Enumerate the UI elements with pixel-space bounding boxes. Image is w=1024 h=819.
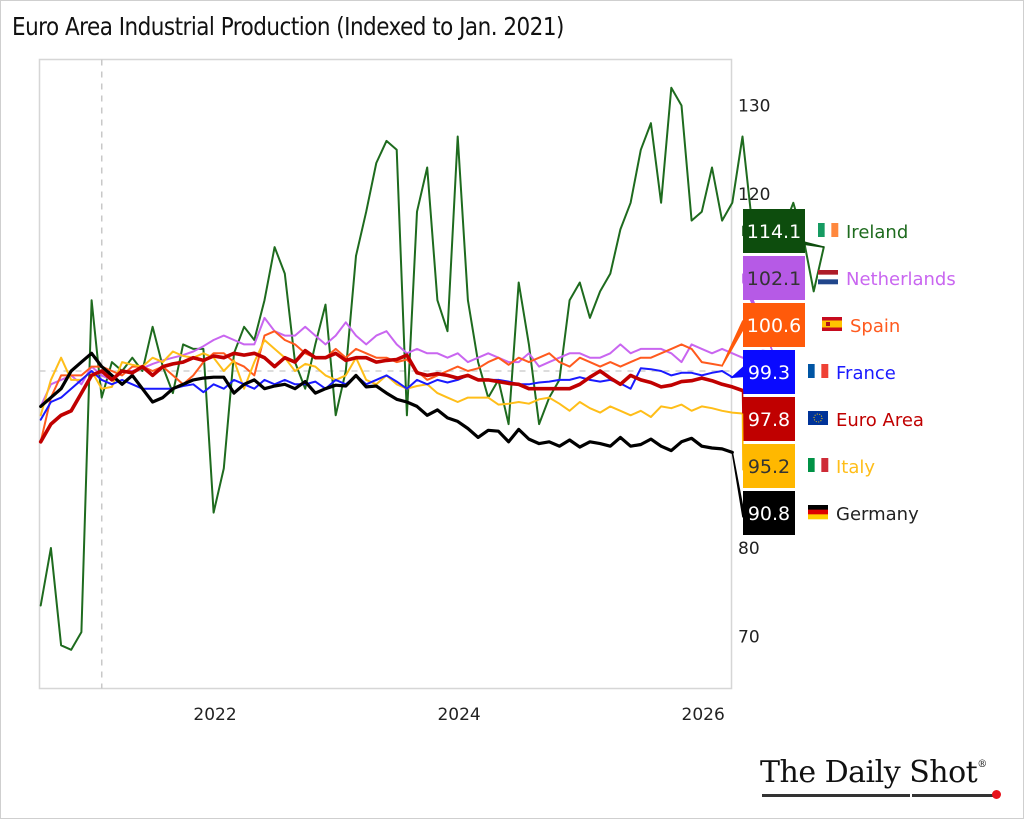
netherlands-flag-icon <box>818 270 838 285</box>
legend-label-ireland: Ireland <box>846 222 908 243</box>
tag-box-ireland <box>743 209 805 253</box>
tag-value-euro-area: 97.8 <box>748 409 790 431</box>
tag-value-germany: 90.8 <box>748 503 790 525</box>
plot-area <box>38 58 733 690</box>
value-tag-netherlands: 102.1 Netherlands <box>742 256 956 353</box>
legend-label-france: France <box>836 363 896 384</box>
value-tag-france: 99.3 France <box>730 350 896 394</box>
france-flag-icon <box>808 364 829 378</box>
brand-underline-left <box>762 794 910 797</box>
series-line-italy <box>39 339 744 418</box>
value-tag-italy: 95.2 Italy <box>741 413 875 488</box>
spain-flag-icon <box>822 317 842 331</box>
tag-value-spain: 100.6 <box>747 315 801 337</box>
tag-value-ireland: 114.1 <box>747 221 801 243</box>
chart-title: Euro Area Industrial Production (Indexed… <box>12 12 564 41</box>
tag-box-euro-area <box>743 397 795 441</box>
italy-flag-icon <box>808 458 829 472</box>
y-tick-label-130: 130 <box>738 97 770 117</box>
series-line-euro-area <box>38 348 745 444</box>
tag-pointer-france <box>730 365 744 379</box>
x-tick-label-2024: 2024 <box>437 705 480 725</box>
tag-pointer-germany <box>731 452 744 518</box>
y-tick-label-120: 120 <box>738 185 770 205</box>
legend-label-netherlands: Netherlands <box>846 269 956 290</box>
brand-logo: The Daily Shot® <box>760 755 987 790</box>
legend-label-italy: Italy <box>836 457 875 478</box>
tag-value-france: 99.3 <box>748 362 790 384</box>
tag-value-netherlands: 102.1 <box>747 268 801 290</box>
tag-box-netherlands <box>743 256 805 300</box>
legend-label-spain: Spain <box>850 316 900 337</box>
legend-label-euro-area: Euro Area <box>836 410 924 431</box>
tag-box-italy <box>743 444 795 488</box>
brand-underline-right <box>912 794 994 797</box>
value-tag-euro-area: 97.8 Euro Area <box>741 390 924 441</box>
brand-name: The Daily Shot <box>760 755 978 790</box>
tag-box-france <box>743 350 795 394</box>
tag-value-italy: 95.2 <box>748 456 790 478</box>
series-line-netherlands <box>39 316 774 408</box>
series-line-spain <box>39 330 724 443</box>
germany-flag-icon <box>808 505 828 520</box>
value-tag-spain: 100.6 Spain <box>721 303 900 367</box>
y-tick-label-80: 80 <box>738 539 760 559</box>
legend-label-germany: Germany <box>836 504 919 525</box>
tag-pointer-italy <box>741 413 744 471</box>
tag-box-spain <box>743 303 805 347</box>
x-tick-label-2026: 2026 <box>682 705 725 725</box>
brand-red-dot <box>992 790 1001 799</box>
value-tag-germany: 90.8 Germany <box>731 452 919 535</box>
eu-flag-icon <box>808 411 828 425</box>
tag-box-germany <box>743 491 795 535</box>
ireland-flag-icon <box>818 223 839 237</box>
brand-registered-mark: ® <box>977 759 987 770</box>
y-tick-label-70: 70 <box>738 628 760 648</box>
x-tick-label-2022: 2022 <box>193 705 236 725</box>
series-line-germany <box>39 351 734 454</box>
value-tag-ireland: 114.1 Ireland <box>742 209 908 253</box>
